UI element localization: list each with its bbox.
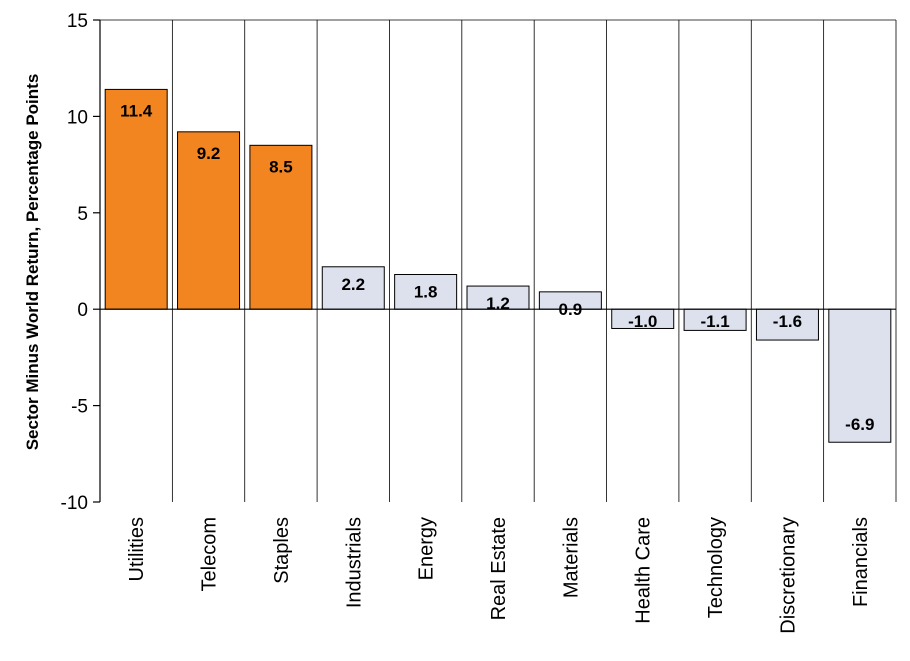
y-tick-label: -10 xyxy=(61,493,88,514)
x-tick-label: Telecom xyxy=(199,517,221,591)
data-label: -1.1 xyxy=(700,312,729,331)
data-label: 0.9 xyxy=(559,300,583,319)
x-tick-label: Technology xyxy=(705,517,727,618)
data-label: -1.0 xyxy=(628,312,657,331)
x-tick-label: Materials xyxy=(560,517,582,598)
data-label: 1.2 xyxy=(486,294,510,313)
axes xyxy=(93,19,896,503)
y-tick-label: 15 xyxy=(67,11,88,32)
x-tick-label: Real Estate xyxy=(488,517,510,620)
y-axis-title: Sector Minus World Return, Percentage Po… xyxy=(23,74,42,451)
data-label: 11.4 xyxy=(120,101,153,120)
x-tick-label: Staples xyxy=(271,517,293,584)
x-tick-label: Financials xyxy=(850,517,872,607)
gridlines xyxy=(100,19,897,502)
bar-energy xyxy=(394,273,458,310)
data-label: 2.2 xyxy=(341,275,365,294)
y-tick-label: 0 xyxy=(77,300,88,321)
data-label: 8.5 xyxy=(269,157,293,176)
labels: 11.4 Utilities 9.2 Telecom 8.5 Staples 2.2 Indu… xyxy=(61,11,875,634)
x-tick-label: Industrials xyxy=(343,517,365,608)
y-tick-label: -5 xyxy=(71,397,88,418)
x-tick-label: Utilities xyxy=(126,517,148,581)
data-label: 1.8 xyxy=(414,282,438,301)
bar-telecom xyxy=(177,131,241,310)
bar-utilities xyxy=(104,88,168,310)
x-tick-label: Health Care xyxy=(633,517,655,624)
data-label: 9.2 xyxy=(197,144,221,163)
bars xyxy=(104,88,892,443)
x-tick-label: Discretionary xyxy=(777,517,799,634)
bar-staples xyxy=(249,144,313,310)
bar-financials xyxy=(828,308,892,443)
data-label: -1.6 xyxy=(773,312,802,331)
y-tick-label: 5 xyxy=(77,204,88,225)
y-tick-label: 10 xyxy=(67,107,88,128)
x-tick-label: Energy xyxy=(416,517,438,580)
data-label: -6.9 xyxy=(845,415,874,434)
